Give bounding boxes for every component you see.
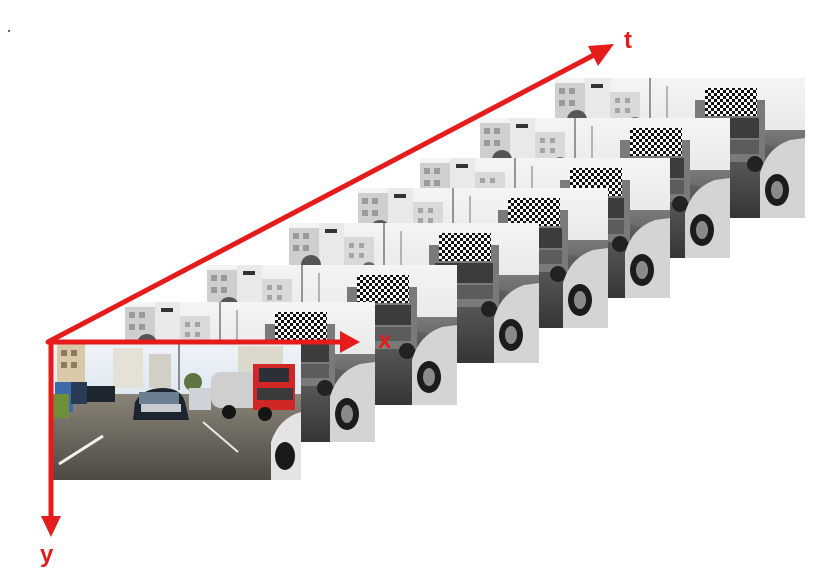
x-axis-label: x: [378, 327, 392, 354]
video-frame-color: [53, 342, 301, 480]
y-axis-label: y: [40, 541, 54, 568]
t-axis-label: t: [624, 27, 632, 54]
t-axis-line: [45, 52, 597, 345]
t-axis-arrowhead: [588, 44, 614, 66]
y-axis-arrowhead: [41, 516, 61, 537]
y-axis-arrow: [41, 340, 61, 537]
stray-dot: [8, 30, 10, 32]
x-axis-arrow: [48, 331, 360, 353]
t-axis-arrow: [45, 44, 614, 345]
x-axis-arrowhead: [340, 331, 360, 353]
